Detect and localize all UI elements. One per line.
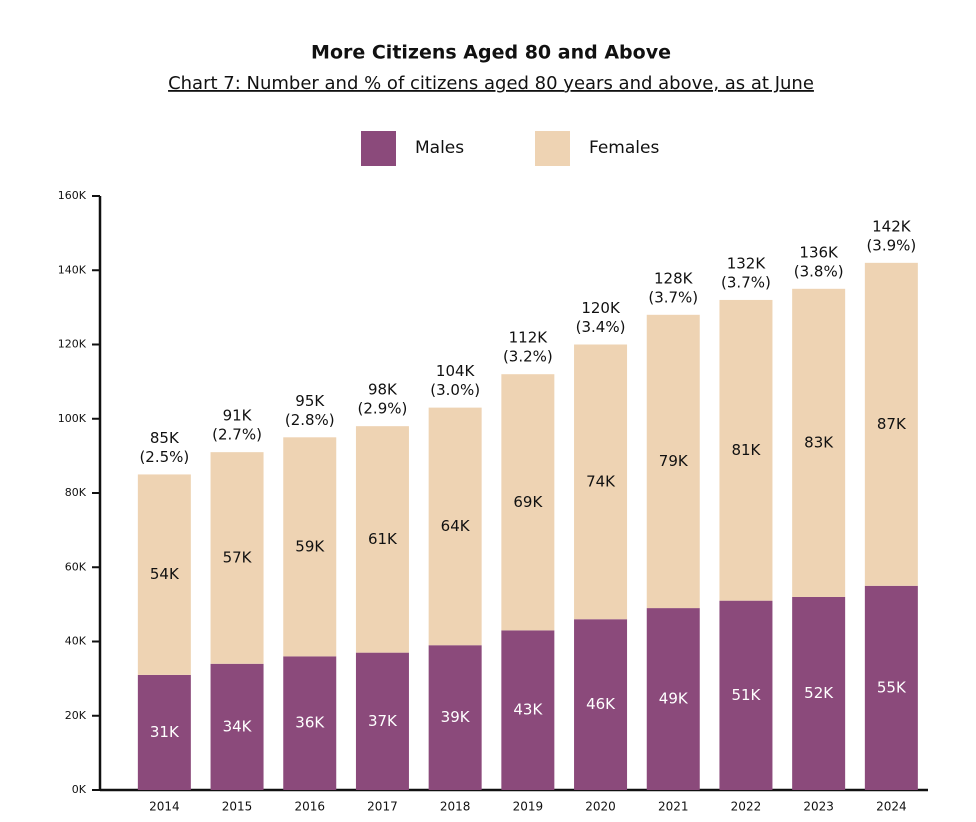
value-label: 61K [368,530,398,548]
total-label: 128K [654,269,694,287]
legend-swatch [361,131,396,166]
x-tick-label: 2020 [585,800,616,814]
value-label: 39K [441,708,471,726]
value-label: 64K [441,517,471,535]
bar-segment [719,299,773,601]
y-tick-label: 40K [65,635,87,648]
value-label: 46K [586,695,616,713]
total-label: 142K [872,217,912,235]
value-label: 31K [150,723,180,741]
y-tick-label: 0K [72,783,87,796]
bar-segment [574,619,628,790]
share-label: (2.7%) [212,426,262,444]
x-tick-label: 2023 [803,800,834,814]
bar-segment [864,262,918,586]
value-label: 36K [295,714,325,732]
bar-segment [355,652,409,790]
bar-segment [283,437,337,657]
bar-segment [137,674,191,790]
x-tick-label: 2022 [731,800,762,814]
bar-segment [355,426,409,653]
value-label: 49K [659,690,689,708]
share-label: (2.5%) [139,448,189,466]
bar-segment [428,645,482,790]
value-label: 69K [513,493,543,511]
x-tick-label: 2021 [658,800,689,814]
total-label: 95K [295,392,325,410]
total-label: 98K [368,381,398,399]
y-tick-label: 80K [65,486,87,499]
share-label: (3.8%) [794,262,844,280]
share-label: (2.9%) [358,400,408,418]
y-tick-label: 20K [65,709,87,722]
total-label: 132K [727,254,767,272]
bar-segment [283,656,337,790]
share-label: (3.0%) [430,381,480,399]
share-label: (3.7%) [648,288,698,306]
value-label: 52K [804,684,834,702]
share-label: (3.7%) [721,273,771,291]
x-tick-label: 2014 [149,800,180,814]
value-label: 54K [150,565,180,583]
y-tick-label: 100K [58,412,87,425]
chart-subtitle: Chart 7: Number and % of citizens aged 8… [168,73,814,94]
value-label: 59K [295,537,325,555]
total-label: 104K [436,362,476,380]
bar-segment [792,596,846,790]
share-label: (3.2%) [503,348,553,366]
bar-segment [428,407,482,646]
share-label: (3.9%) [866,236,916,254]
x-tick-label: 2024 [876,800,907,814]
y-tick-label: 160K [58,189,87,202]
share-label: (2.8%) [285,411,335,429]
bar-segment [574,344,628,620]
bar-segment [646,314,700,609]
value-label: 55K [877,678,907,696]
bar-segment [501,374,555,631]
value-label: 83K [804,433,834,451]
total-label: 85K [150,429,180,447]
value-label: 74K [586,472,616,490]
total-label: 120K [581,299,621,317]
total-label: 136K [799,243,839,261]
value-label: 43K [513,701,543,719]
y-tick-label: 140K [58,263,87,276]
y-tick-label: 120K [58,338,87,351]
legend-label: Females [589,138,659,158]
value-label: 87K [877,415,907,433]
legend-label: Males [415,138,464,158]
x-tick-label: 2017 [367,800,398,814]
share-label: (3.4%) [576,318,626,336]
bar-segment [137,474,191,675]
bar-segment [719,600,773,790]
x-tick-label: 2018 [440,800,471,814]
bar-segment [210,663,264,790]
x-tick-label: 2015 [222,800,253,814]
y-tick-label: 60K [65,560,87,573]
value-label: 34K [223,717,253,735]
value-label: 81K [731,441,761,459]
value-label: 51K [731,686,761,704]
value-label: 37K [368,712,398,730]
total-label: 91K [223,407,253,425]
bar-segment [792,288,846,597]
bar-segment [864,585,918,790]
x-tick-label: 2019 [513,800,544,814]
chart-title: More Citizens Aged 80 and Above [311,42,671,64]
bar-segment [646,608,700,790]
value-label: 79K [659,452,689,470]
bar-segment [210,452,264,664]
total-label: 112K [509,329,549,347]
value-label: 57K [223,548,253,566]
bar-segment [501,630,555,790]
x-tick-label: 2016 [294,800,325,814]
legend-swatch [535,131,570,166]
